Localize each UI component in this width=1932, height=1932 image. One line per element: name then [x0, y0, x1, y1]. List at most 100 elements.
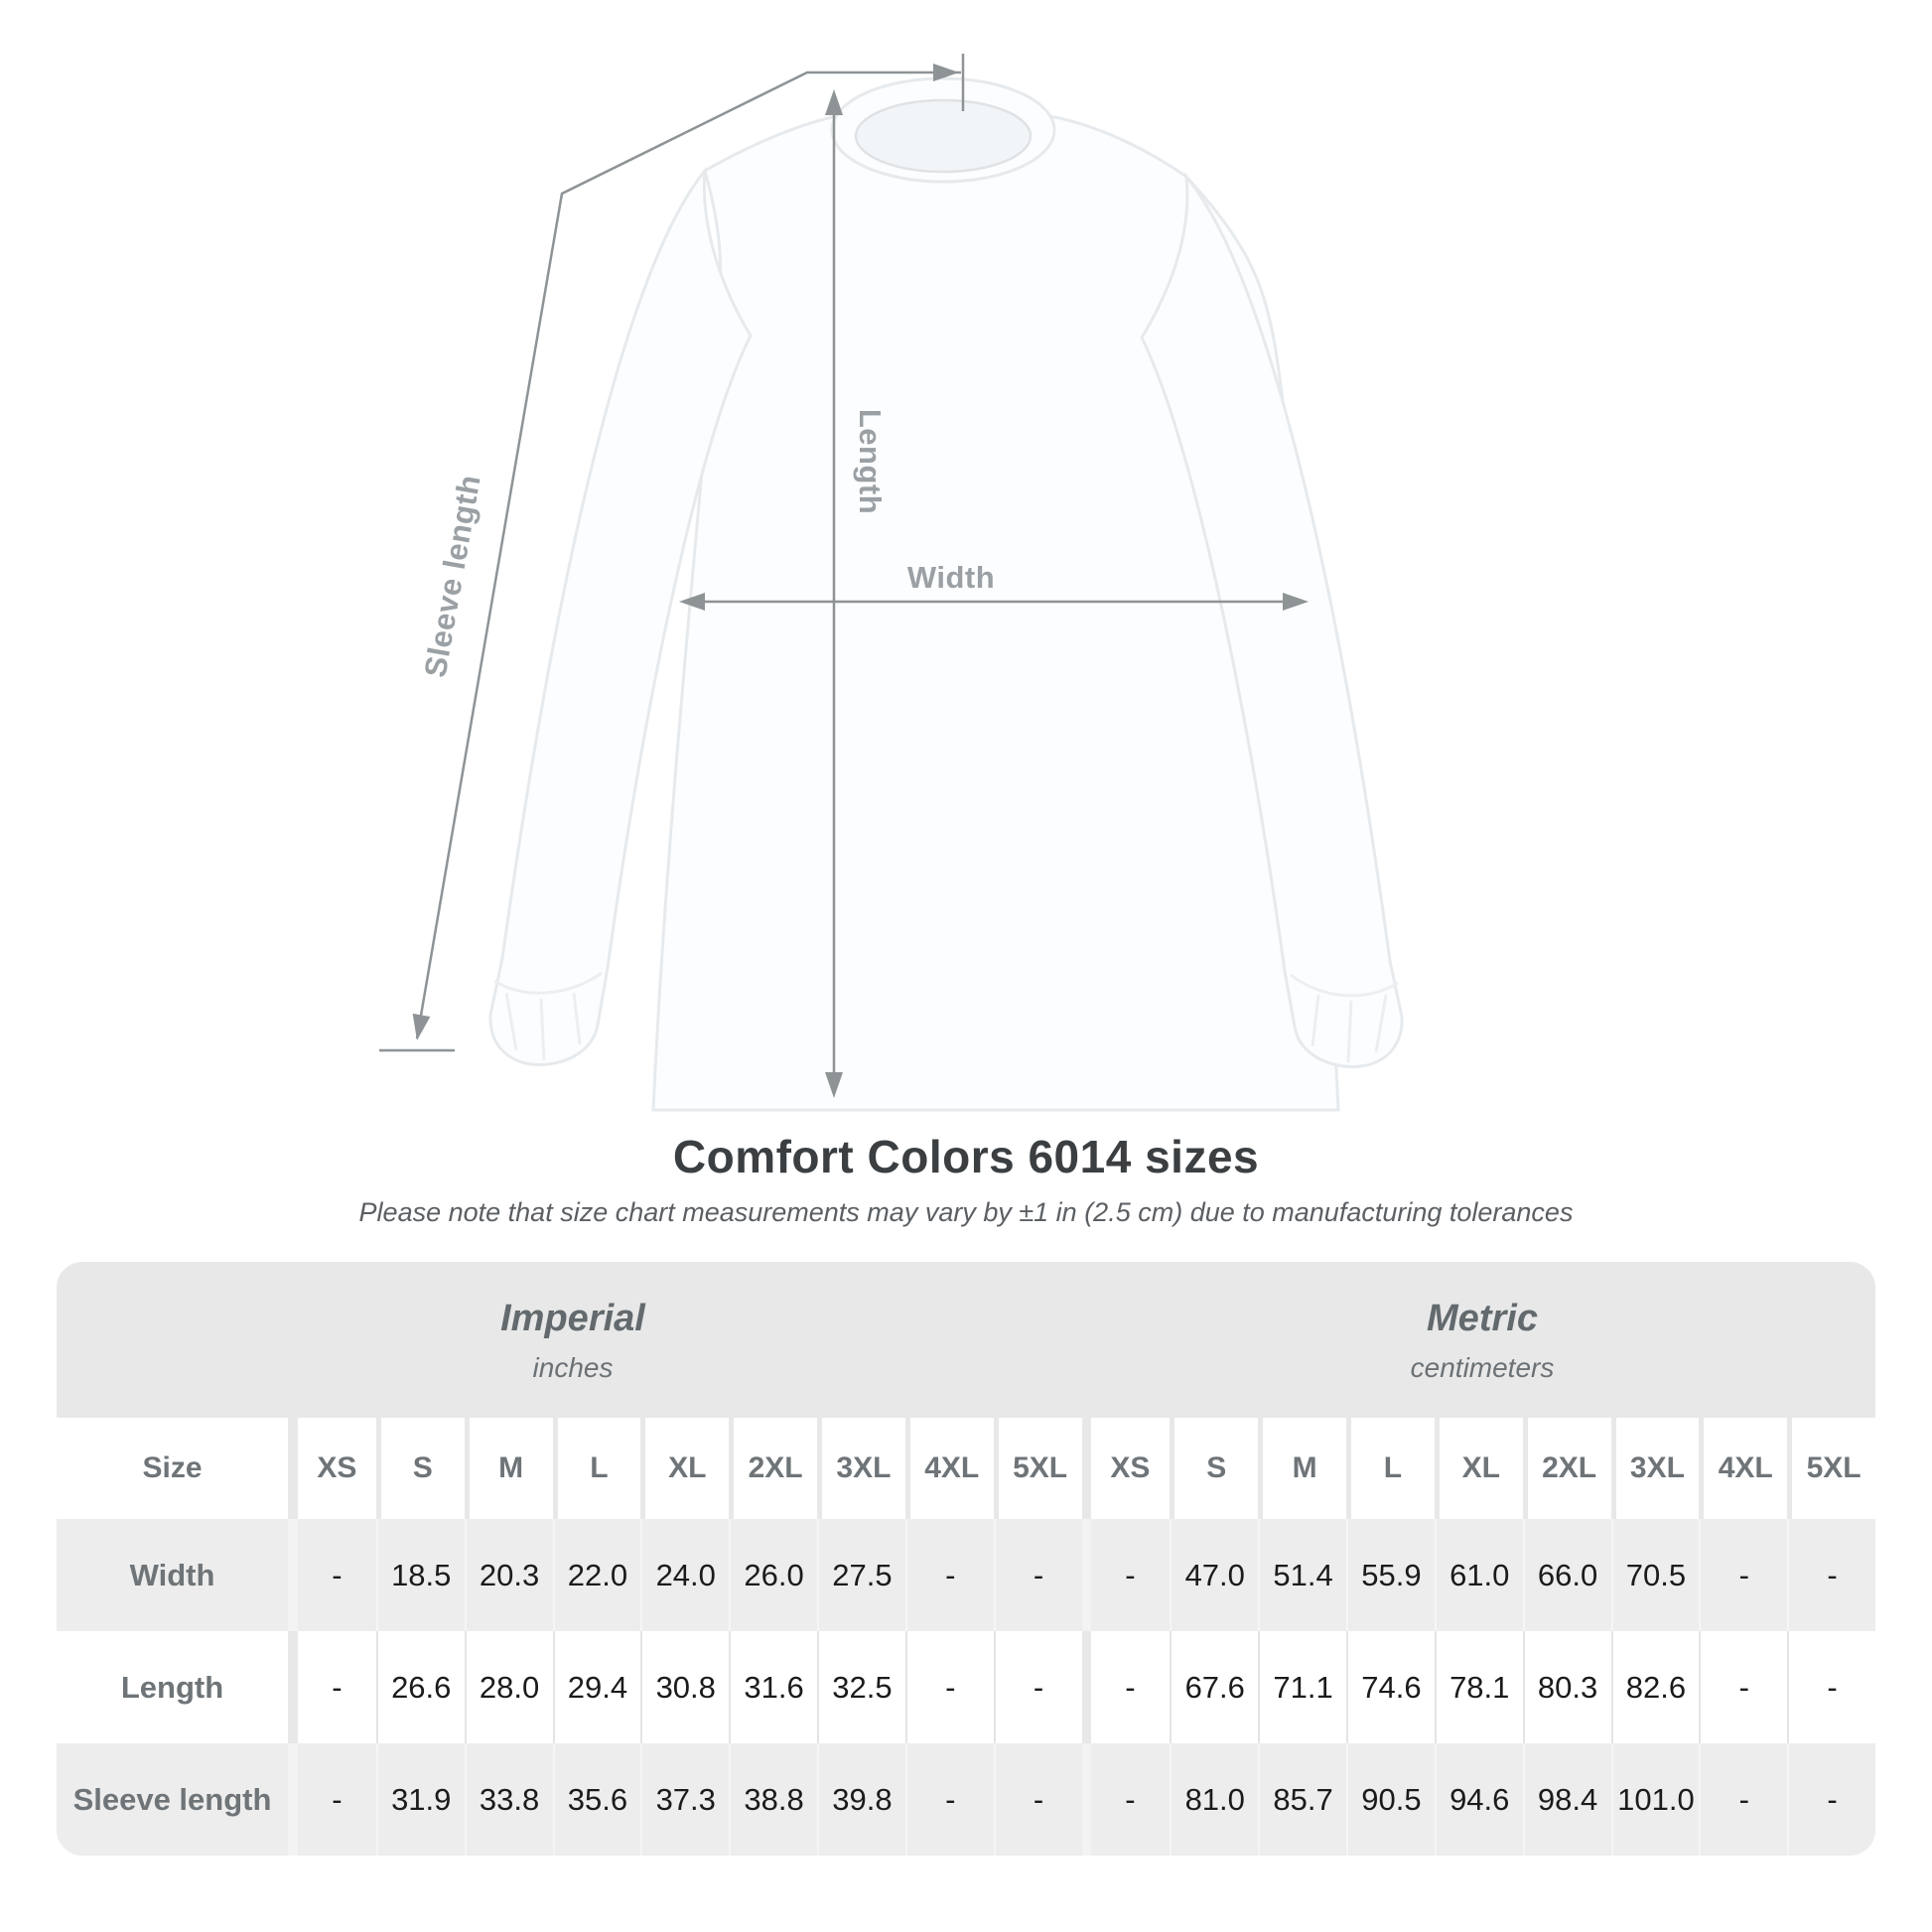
value-cell-metric-l: 55.9	[1346, 1519, 1435, 1631]
value-cell-metric-xl: 78.1	[1434, 1631, 1523, 1743]
value-cell-imperial-s: 18.5	[375, 1519, 465, 1631]
value-cell-imperial-l: 29.4	[552, 1631, 641, 1743]
value-cell-imperial-xl: 37.3	[640, 1743, 730, 1856]
size-header-imperial-2xl: 2XL	[729, 1418, 817, 1519]
value-cell-metric-2xl: 66.0	[1522, 1519, 1611, 1631]
size-header-imperial-s: S	[375, 1418, 465, 1519]
value-cell-imperial-m: 33.8	[464, 1743, 553, 1856]
size-column-header: Size	[57, 1418, 288, 1519]
shirt-illustration	[488, 76, 1404, 1112]
sleeve-length-label: Sleeve length	[418, 473, 487, 680]
value-cell-imperial-5xl: -	[993, 1743, 1082, 1856]
value-cell-metric-3xl: 82.6	[1610, 1631, 1700, 1743]
size-header-metric-xl: XL	[1434, 1418, 1523, 1519]
value-cell-metric-5xl: -	[1787, 1631, 1875, 1743]
metric-section-title: Metric	[1427, 1298, 1538, 1339]
value-cell-imperial-m: 20.3	[464, 1519, 553, 1631]
size-header-metric-s: S	[1170, 1418, 1259, 1519]
value-cell-metric-s: 47.0	[1170, 1519, 1259, 1631]
right-cuff-detail	[1290, 973, 1399, 1063]
value-cell-imperial-5xl: -	[993, 1519, 1082, 1631]
value-cell-metric-3xl: 101.0	[1610, 1743, 1700, 1856]
row-label: Sleeve length	[57, 1743, 288, 1856]
size-header-imperial-xl: XL	[640, 1418, 730, 1519]
size-header-metric-5xl: 5XL	[1787, 1418, 1875, 1519]
size-header-imperial-l: L	[552, 1418, 641, 1519]
value-cell-metric-2xl: 80.3	[1522, 1631, 1611, 1743]
value-cell-metric-xs: -	[1081, 1519, 1171, 1631]
value-cell-imperial-xs: -	[288, 1631, 376, 1743]
value-cell-imperial-3xl: 27.5	[817, 1519, 905, 1631]
value-cell-metric-s: 81.0	[1170, 1743, 1259, 1856]
value-cell-imperial-2xl: 26.0	[729, 1519, 817, 1631]
value-cell-metric-3xl: 70.5	[1610, 1519, 1700, 1631]
metric-section-header: Metric centimeters	[1089, 1298, 1875, 1384]
value-cell-metric-m: 51.4	[1258, 1519, 1346, 1631]
value-cell-imperial-4xl: -	[904, 1743, 994, 1856]
value-cell-imperial-m: 28.0	[464, 1631, 553, 1743]
value-cell-imperial-l: 22.0	[552, 1519, 641, 1631]
size-header-metric-4xl: 4XL	[1699, 1418, 1788, 1519]
value-cell-metric-4xl: -	[1699, 1743, 1788, 1856]
measurement-rows: Width -18.5 20.3 22.0 24.0 26.0 27.5- - -47.0 51.…	[57, 1519, 1875, 1856]
imperial-section-title: Imperial	[500, 1298, 645, 1339]
size-header-imperial-4xl: 4XL	[904, 1418, 994, 1519]
table-row-length: Length -26.6 28.0 29.4 30.8 31.6 32.5- - -67.6 71…	[57, 1631, 1875, 1743]
length-bottom-arrow	[825, 1072, 843, 1098]
size-chart-table: Imperial inches Metric centimeters Size X…	[57, 1262, 1875, 1856]
value-cell-imperial-s: 26.6	[375, 1631, 465, 1743]
row-label: Length	[57, 1631, 288, 1743]
value-cell-imperial-xl: 30.8	[640, 1631, 730, 1743]
size-header-imperial-m: M	[464, 1418, 553, 1519]
value-cell-metric-4xl: -	[1699, 1519, 1788, 1631]
shirt-measurement-diagram: Sleeve length Length Width	[379, 54, 1404, 1112]
value-cell-imperial-xs: -	[288, 1743, 376, 1856]
length-top-arrow	[825, 89, 843, 115]
value-cell-metric-xs: -	[1081, 1631, 1171, 1743]
size-header-imperial-5xl: 5XL	[993, 1418, 1082, 1519]
title-block: Comfort Colors 6014 sizes Please note th…	[0, 1130, 1932, 1228]
page-title: Comfort Colors 6014 sizes	[672, 1131, 1260, 1182]
metric-section-unit: centimeters	[1410, 1352, 1555, 1383]
size-header-imperial-3xl: 3XL	[817, 1418, 905, 1519]
value-cell-imperial-3xl: 39.8	[817, 1743, 905, 1856]
table-row-width: Width -18.5 20.3 22.0 24.0 26.0 27.5- - -47.0 51.…	[57, 1519, 1875, 1631]
sleeve-length-line	[415, 70, 961, 1039]
size-header-metric-m: M	[1258, 1418, 1346, 1519]
value-cell-imperial-3xl: 32.5	[817, 1631, 905, 1743]
value-cell-metric-xl: 94.6	[1434, 1743, 1523, 1856]
value-cell-imperial-4xl: -	[904, 1519, 994, 1631]
size-header-row: Size XS S M L XL 2XL 3XL 4XL 5XL XS S M L XL 2XL 3XL 4XL 5…	[57, 1418, 1875, 1519]
imperial-section-header: Imperial inches	[57, 1298, 1089, 1384]
value-cell-imperial-s: 31.9	[375, 1743, 465, 1856]
value-cell-metric-xl: 61.0	[1434, 1519, 1523, 1631]
value-cell-imperial-4xl: -	[904, 1631, 994, 1743]
value-cell-imperial-2xl: 38.8	[729, 1743, 817, 1856]
dimension-lines	[379, 54, 1309, 1098]
value-cell-metric-4xl: -	[1699, 1631, 1788, 1743]
imperial-section-unit: inches	[532, 1352, 614, 1383]
sleeve-length-bottom-arrow	[412, 1013, 431, 1040]
size-header-imperial-xs: XS	[288, 1418, 376, 1519]
unit-section-headers: Imperial inches Metric centimeters	[57, 1262, 1875, 1418]
value-cell-metric-l: 74.6	[1346, 1631, 1435, 1743]
value-cell-metric-s: 67.6	[1170, 1631, 1259, 1743]
size-header-metric-l: L	[1346, 1418, 1435, 1519]
size-header-metric-2xl: 2XL	[1522, 1418, 1611, 1519]
value-cell-imperial-5xl: -	[993, 1631, 1082, 1743]
left-cuff-detail	[493, 971, 603, 1061]
value-cell-imperial-xs: -	[288, 1519, 376, 1631]
shirt-left-sleeve	[488, 166, 753, 1067]
shirt-right-sleeve	[1140, 172, 1404, 1069]
sleeve-length-right-arrow	[933, 64, 959, 81]
table-row-sleeve-length: Sleeve length -31.9 33.8 35.6 37.3 38.8 39.8- -…	[57, 1743, 1875, 1856]
value-cell-imperial-l: 35.6	[552, 1743, 641, 1856]
value-cell-metric-l: 90.5	[1346, 1743, 1435, 1856]
row-label: Width	[57, 1519, 288, 1631]
value-cell-imperial-2xl: 31.6	[729, 1631, 817, 1743]
width-left-arrow	[679, 593, 705, 611]
size-header-metric-xs: XS	[1081, 1418, 1171, 1519]
length-label: Length	[853, 409, 888, 514]
value-cell-imperial-xl: 24.0	[640, 1519, 730, 1631]
value-cell-metric-xs: -	[1081, 1743, 1171, 1856]
